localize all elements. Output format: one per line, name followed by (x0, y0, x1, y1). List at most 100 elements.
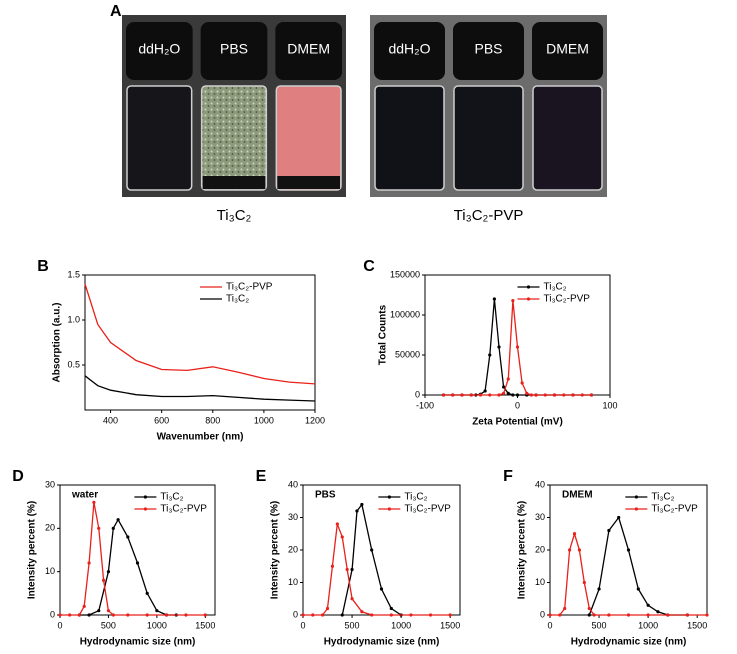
data-point (111, 526, 115, 530)
data-point (97, 526, 101, 530)
series-line (84, 283, 316, 385)
data-point (502, 391, 506, 395)
data-point (451, 393, 455, 397)
y-tick-label: 0 (50, 609, 55, 619)
data-point (488, 393, 492, 397)
legend-marker (387, 507, 391, 511)
data-point (563, 606, 567, 611)
data-point (646, 603, 650, 607)
data-point (646, 613, 650, 617)
x-axis-label: Hydrodynamic size (nm) (324, 637, 440, 648)
x-axis-label: Hydrodynamic size (nm) (571, 637, 687, 648)
photo-caption: Ti₃C₂ (217, 207, 252, 224)
x-tick-label: 500 (101, 620, 116, 630)
legend-label: Ti₃C₂-PVP (651, 504, 698, 515)
data-point (626, 548, 631, 552)
data-point (562, 393, 566, 397)
y-tick-label: 10 (288, 577, 298, 587)
legend-label: Ti₃C₂-PVP (544, 294, 591, 305)
data-point (145, 591, 149, 595)
x-tick-label: 1000 (638, 620, 658, 630)
data-point (577, 548, 582, 552)
data-point (497, 345, 501, 349)
panel-label: C (363, 258, 375, 275)
x-tick-label: 1500 (195, 620, 215, 630)
vial-body (453, 85, 524, 191)
vial-label: ddH₂O (388, 41, 430, 57)
chart-title: DMEM (562, 490, 593, 501)
y-axis-label: Intensity percent (%) (270, 501, 281, 599)
data-point (106, 609, 111, 613)
data-point (626, 613, 631, 617)
y-tick-label: 0 (293, 609, 298, 619)
legend-marker (634, 507, 638, 511)
data-point (705, 613, 709, 617)
vial-label: ddH₂O (138, 41, 180, 57)
data-point (582, 580, 586, 585)
data-point (685, 613, 689, 617)
x-axis-label: Hydrodynamic size (nm) (80, 637, 196, 648)
data-point (441, 393, 446, 397)
y-tick-label: 100000 (390, 309, 420, 319)
y-axis-label: Total Counts (378, 304, 389, 365)
panel-label: D (12, 468, 24, 485)
data-point (607, 528, 611, 533)
vial-cap (453, 22, 524, 80)
y-tick-label: 20 (45, 523, 55, 533)
data-point (409, 613, 413, 617)
data-point (340, 535, 344, 539)
data-point (135, 561, 140, 565)
data-point (68, 613, 72, 617)
x-tick-label: 0 (515, 400, 520, 410)
data-point (497, 393, 501, 397)
data-point (345, 567, 349, 572)
data-point (340, 613, 344, 617)
data-point (589, 393, 594, 397)
x-tick-label: 1200 (305, 415, 325, 425)
legend-label: Ti₃C₂ (160, 492, 183, 503)
y-axis-label: Intensity percent (%) (517, 501, 528, 599)
data-point (155, 609, 159, 613)
data-point (301, 613, 305, 617)
data-point (656, 610, 660, 614)
x-tick-label: 800 (205, 415, 220, 425)
vial-cap (275, 22, 342, 80)
data-point (636, 587, 640, 591)
data-point (116, 518, 120, 522)
legend-label: Ti₃C₂-PVP (404, 504, 451, 515)
chart-title: PBS (315, 490, 336, 501)
x-tick-label: 0 (57, 620, 62, 630)
data-point (492, 297, 496, 301)
y-tick-label: 0.5 (67, 359, 80, 369)
vial-label: DMEM (287, 41, 330, 57)
series-line (588, 516, 688, 616)
y-tick-label: 30 (535, 512, 545, 522)
legend-marker (634, 495, 638, 499)
series-line (60, 502, 206, 616)
legend-label: Ti₃C₂ (404, 492, 427, 503)
data-point (389, 613, 393, 617)
data-point (592, 613, 596, 617)
vial-body (532, 85, 603, 191)
data-point (534, 393, 538, 397)
plot-frame (84, 274, 316, 411)
vial-body (275, 85, 342, 191)
x-tick-label: 1000 (147, 620, 167, 630)
y-tick-label: 30 (288, 512, 298, 522)
series-line (550, 531, 707, 616)
data-point (525, 391, 529, 395)
series-line (84, 375, 316, 402)
vial-body (374, 85, 445, 191)
vial-cap (200, 22, 268, 80)
y-axis-label: Intensity percent (%) (27, 501, 38, 599)
data-point (164, 613, 169, 617)
y-tick-label: 10 (45, 566, 55, 576)
data-point (666, 613, 670, 617)
data-point (350, 597, 354, 601)
x-tick-label: 0 (547, 620, 552, 630)
data-point (587, 606, 591, 611)
data-point (552, 393, 557, 397)
sediment (277, 176, 340, 189)
data-point (478, 393, 483, 397)
